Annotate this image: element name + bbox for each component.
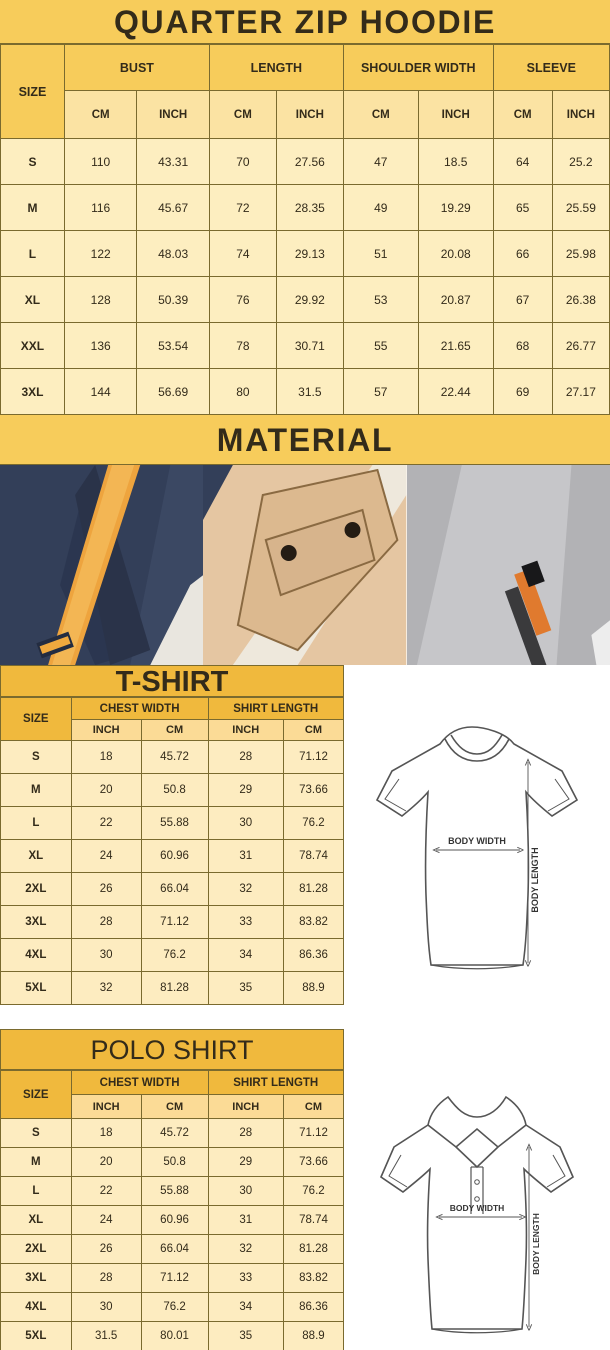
svg-text:BODY LENGTH: BODY LENGTH bbox=[531, 1213, 541, 1275]
svg-text:BODY WIDTH: BODY WIDTH bbox=[448, 836, 506, 846]
svg-text:BODY LENGTH: BODY LENGTH bbox=[530, 847, 540, 912]
svg-text:BODY WIDTH: BODY WIDTH bbox=[450, 1203, 505, 1213]
